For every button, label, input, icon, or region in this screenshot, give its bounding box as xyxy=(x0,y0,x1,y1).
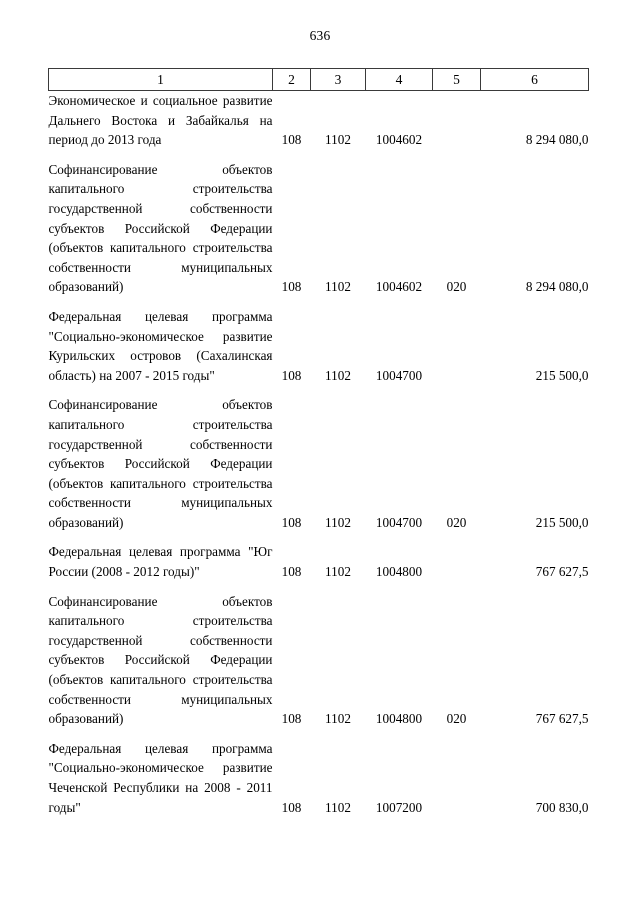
page-number: 636 xyxy=(309,28,331,43)
row-col3: 1102 xyxy=(325,279,351,295)
row-col5: 020 xyxy=(446,514,467,530)
row-col2: 108 xyxy=(281,132,302,148)
column-header-6: 6 xyxy=(480,68,589,91)
row-col3: 1102 xyxy=(325,564,351,580)
row-description: Федеральная целевая программа "Социально… xyxy=(48,740,273,815)
row-spacer xyxy=(49,729,589,739)
row-col4: 1004602 xyxy=(375,132,423,148)
table-body: Экономическое и социальное развитие Даль… xyxy=(49,91,589,818)
row-description: Софинансирование объектов капитального с… xyxy=(48,593,273,727)
row-spacer-cell xyxy=(49,385,589,395)
row-spacer-cell xyxy=(49,297,589,307)
row-col4: 1004700 xyxy=(375,367,423,383)
column-header-3: 3 xyxy=(310,68,366,91)
row-col3: 1102 xyxy=(325,711,351,727)
row-col5: 020 xyxy=(446,279,467,295)
table-header-row: 1 2 3 4 5 6 xyxy=(48,68,589,91)
row-col5 xyxy=(433,542,481,581)
row-amount: 8 294 080,0 xyxy=(525,132,589,148)
row-col4: 1004800 xyxy=(375,564,423,580)
row-col5 xyxy=(433,91,481,150)
row-spacer xyxy=(49,532,589,542)
table-row: Софинансирование объектов капитального с… xyxy=(49,160,589,297)
row-spacer xyxy=(49,385,589,395)
column-header-2: 2 xyxy=(272,68,311,91)
row-col2: 108 xyxy=(281,711,302,727)
row-col3: 1102 xyxy=(325,367,351,383)
table-row: Федеральная целевая программа "Юг России… xyxy=(49,542,589,581)
row-col2: 108 xyxy=(281,367,302,383)
row-spacer xyxy=(49,297,589,307)
column-header-5: 5 xyxy=(432,68,481,91)
table-header: 1 2 3 4 5 6 xyxy=(48,68,589,91)
row-amount: 215 500,0 xyxy=(535,514,589,530)
row-col5 xyxy=(433,307,481,385)
row-col3: 1102 xyxy=(325,132,351,148)
row-col4: 1007200 xyxy=(375,799,423,815)
row-spacer xyxy=(49,582,589,592)
row-spacer-cell xyxy=(49,150,589,160)
row-spacer xyxy=(49,150,589,160)
row-description: Софинансирование объектов капитального с… xyxy=(48,397,273,530)
table-row: Федеральная целевая программа "Социально… xyxy=(49,307,589,385)
row-amount: 767 627,5 xyxy=(535,564,589,580)
row-description: Федеральная целевая программа "Юг России… xyxy=(48,544,273,580)
row-spacer-cell xyxy=(49,582,589,592)
table-row: Федеральная целевая программа "Социально… xyxy=(49,739,589,817)
row-amount: 700 830,0 xyxy=(535,799,589,815)
row-col2: 108 xyxy=(281,514,302,530)
row-amount: 215 500,0 xyxy=(535,367,589,383)
row-amount: 767 627,5 xyxy=(535,711,589,727)
row-col5 xyxy=(433,739,481,817)
row-description: Экономическое и социальное развитие Даль… xyxy=(48,93,273,148)
row-description: Софинансирование объектов капитального с… xyxy=(48,161,273,295)
row-description: Федеральная целевая программа "Социально… xyxy=(48,308,273,383)
row-col5: 020 xyxy=(446,711,467,727)
budget-table: 1 2 3 4 5 6 Экономическое и социальное р… xyxy=(48,68,589,817)
table-row: Софинансирование объектов капитального с… xyxy=(49,592,589,729)
row-col4: 1004800 xyxy=(375,711,423,727)
table-row: Экономическое и социальное развитие Даль… xyxy=(49,91,589,150)
row-spacer-cell xyxy=(49,729,589,739)
table-row: Софинансирование объектов капитального с… xyxy=(49,395,589,532)
row-col2: 108 xyxy=(281,799,302,815)
column-header-4: 4 xyxy=(365,68,433,91)
row-amount: 8 294 080,0 xyxy=(525,279,589,295)
row-col2: 108 xyxy=(281,564,302,580)
row-col4: 1004700 xyxy=(375,514,423,530)
row-col2: 108 xyxy=(281,279,302,295)
row-col4: 1004602 xyxy=(375,279,423,295)
row-col3: 1102 xyxy=(325,799,351,815)
row-spacer-cell xyxy=(49,532,589,542)
row-col3: 1102 xyxy=(325,514,351,530)
column-header-1: 1 xyxy=(48,68,273,91)
